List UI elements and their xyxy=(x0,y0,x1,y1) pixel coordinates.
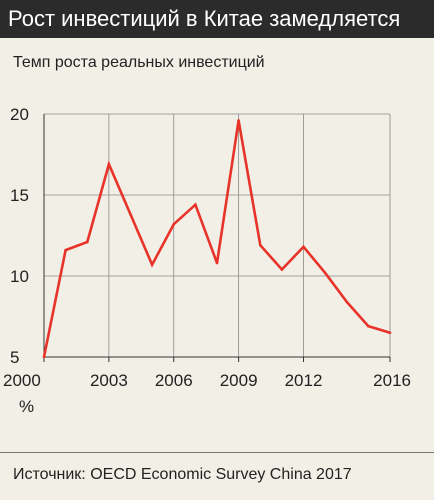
x-tick-label: 2000 xyxy=(3,371,41,390)
x-tick-label: 2012 xyxy=(285,371,323,390)
x-tick-label: 2016 xyxy=(373,371,411,390)
data-point-2003 xyxy=(107,162,111,166)
x-tick-label: 2009 xyxy=(220,371,258,390)
source-divider xyxy=(0,452,434,453)
data-point-2015 xyxy=(367,324,370,328)
y-tick-label: 5 xyxy=(10,348,19,367)
source-note: Источник: OECD Economic Survey China 201… xyxy=(13,466,352,483)
data-point-2001 xyxy=(64,248,67,252)
data-point-2014 xyxy=(345,300,349,304)
grid-lines xyxy=(44,113,391,357)
y-unit-label: % xyxy=(19,397,34,416)
data-point-2005 xyxy=(150,263,154,266)
chart-subtitle: Темп роста реальных инвестиций xyxy=(13,54,265,71)
data-point-2006 xyxy=(172,222,176,226)
data-point-2004 xyxy=(129,213,132,216)
data-point-2010 xyxy=(258,243,262,247)
data-point-2009 xyxy=(237,119,240,122)
chart-axes xyxy=(43,114,391,362)
x-tick-label: 2003 xyxy=(90,371,128,390)
data-point-2011 xyxy=(280,268,284,271)
y-tick-label: 15 xyxy=(10,186,29,205)
data-point-2002 xyxy=(85,240,89,244)
title-bar: Рост инвестиций в Китае замедляется xyxy=(0,0,434,38)
page-title: Рост инвестиций в Китае замедляется xyxy=(8,6,401,31)
data-point-2016 xyxy=(388,331,392,335)
series-layer xyxy=(42,119,392,359)
series-line xyxy=(42,120,391,358)
data-point-2000 xyxy=(42,355,46,359)
tick-labels: 5 10 15 20 2000 2003 2006 2009 2012 2016% xyxy=(3,105,411,416)
x-tick-label: 2006 xyxy=(155,371,193,390)
y-tick-label: 20 xyxy=(10,105,29,124)
data-point-2012 xyxy=(302,245,305,249)
data-point-2008 xyxy=(215,261,219,265)
data-point-2007 xyxy=(194,203,197,207)
y-tick-label: 10 xyxy=(10,267,29,286)
data-point-2013 xyxy=(323,271,327,275)
